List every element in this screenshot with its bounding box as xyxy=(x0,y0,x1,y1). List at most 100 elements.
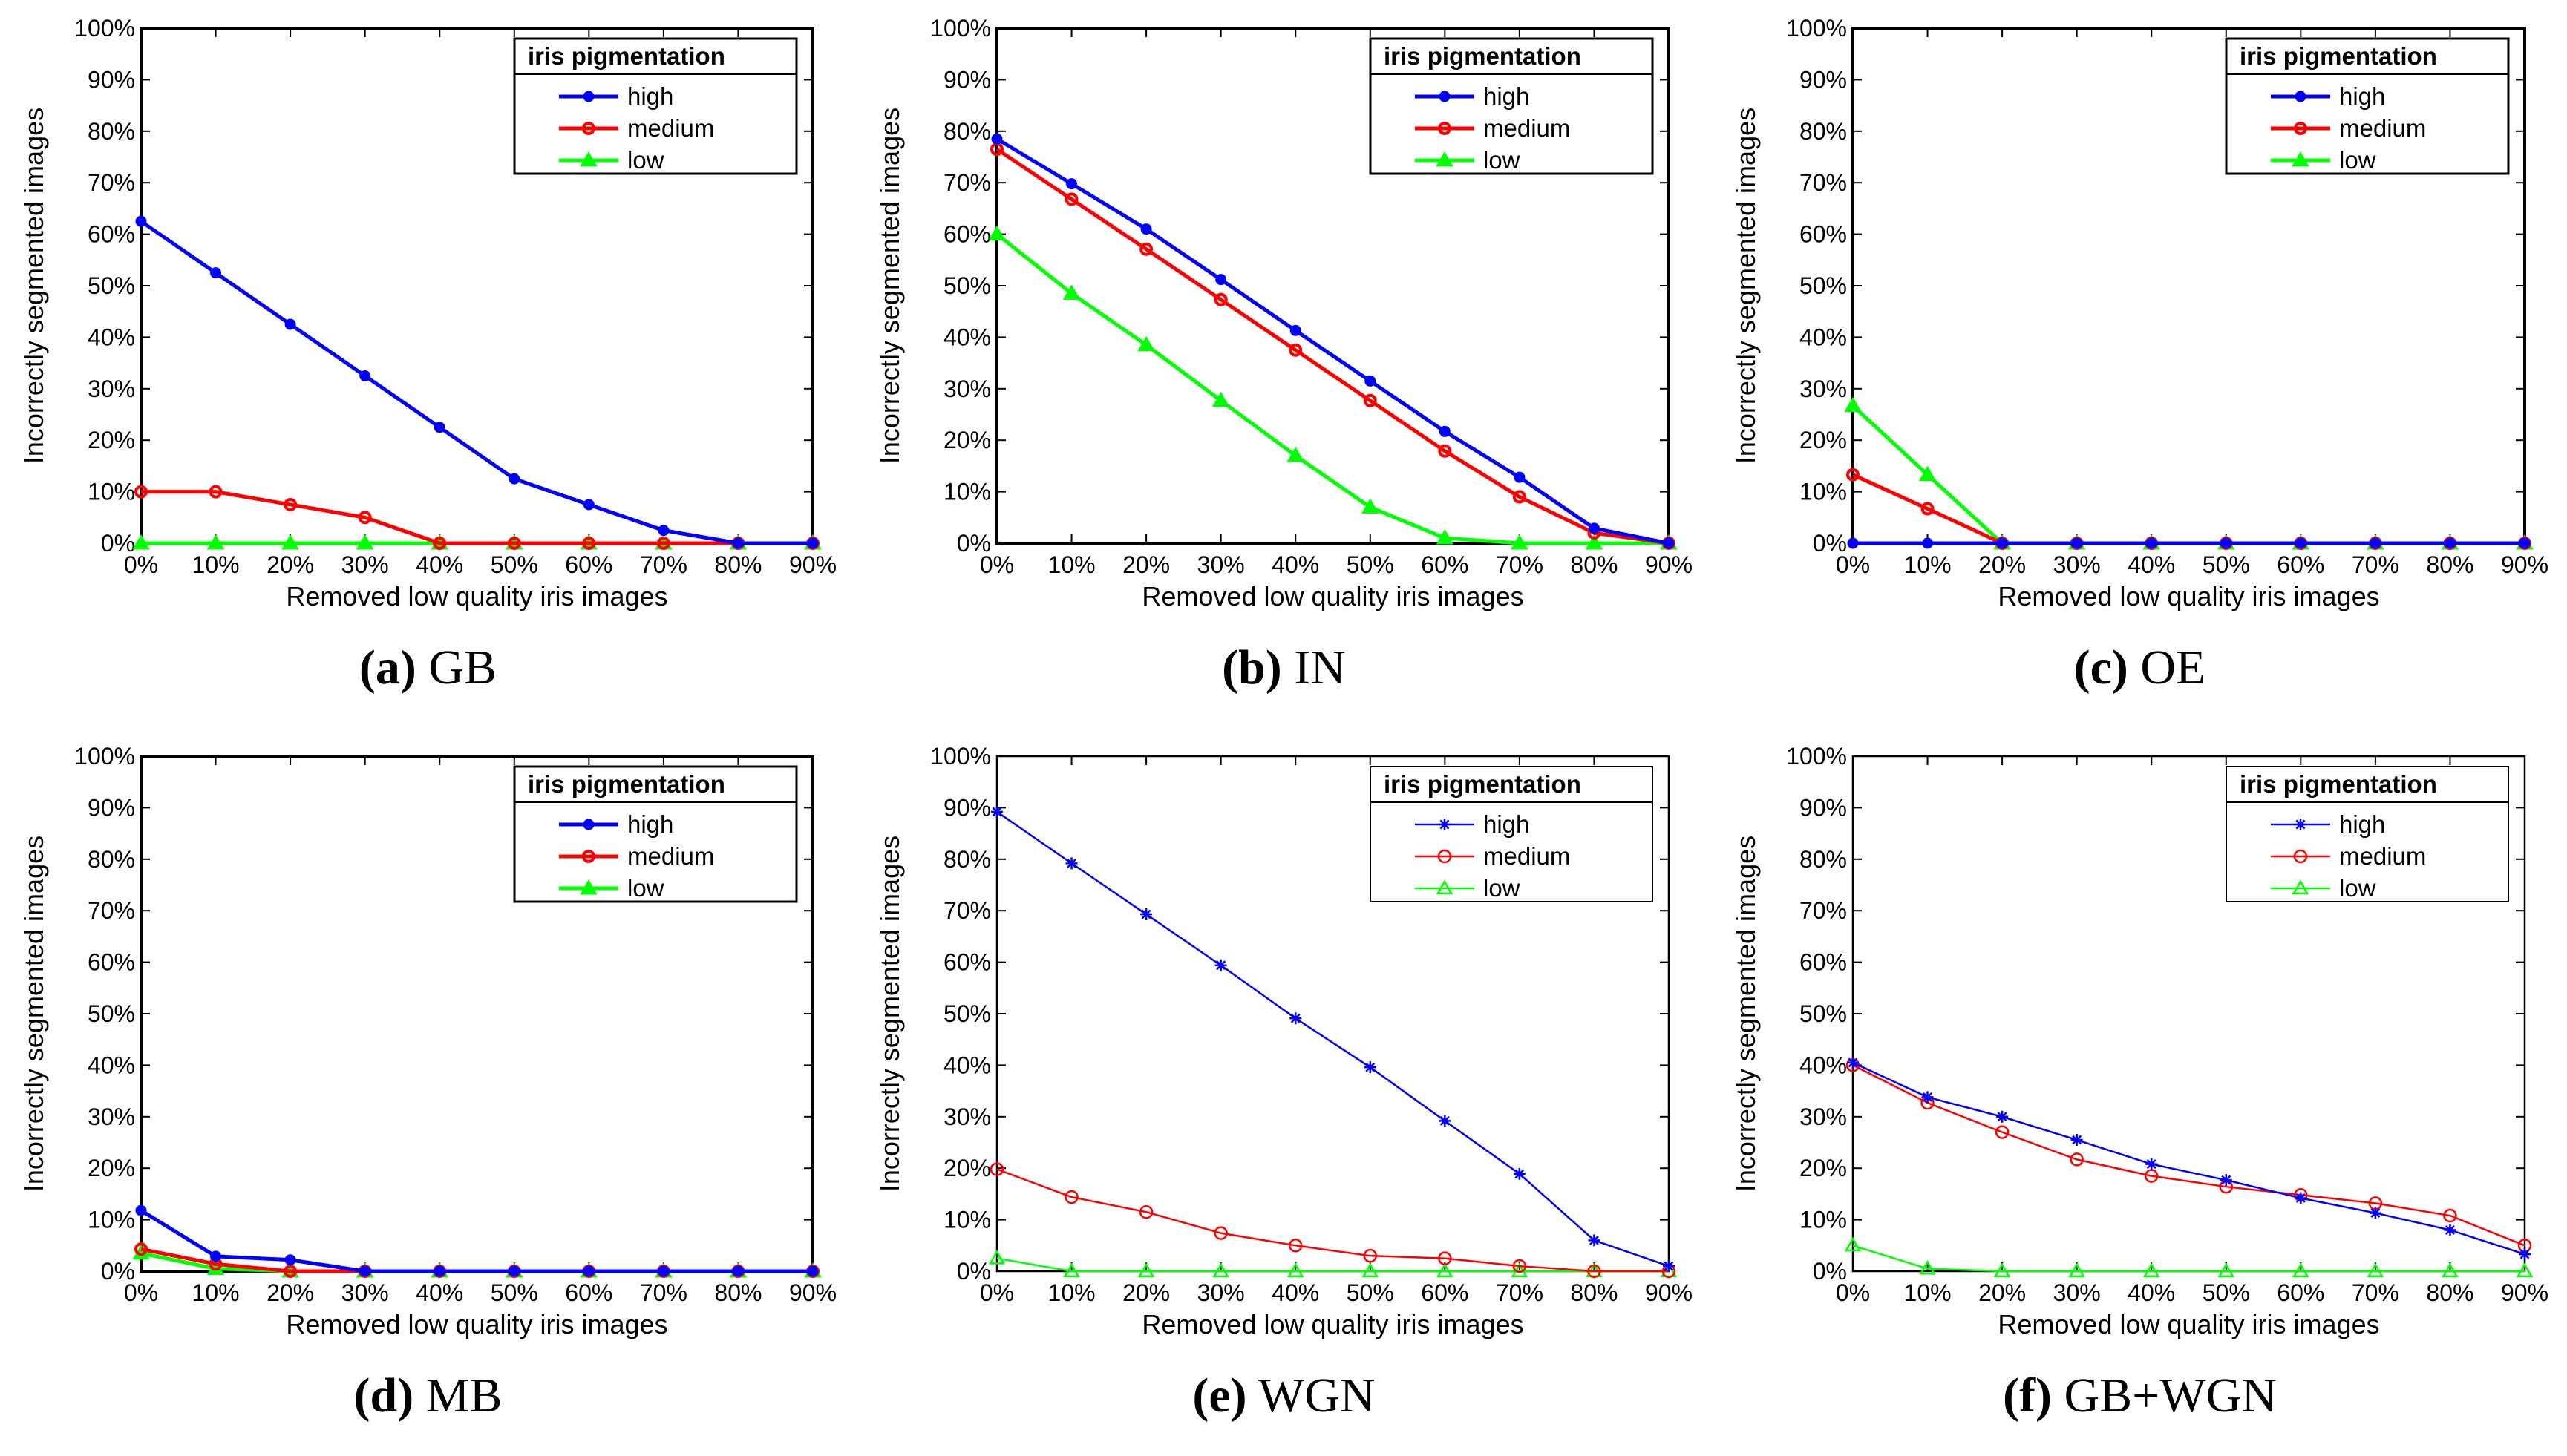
data-point-medium xyxy=(656,537,670,550)
data-point-high xyxy=(1996,1110,2009,1123)
data-point-high xyxy=(509,1265,520,1277)
legend-title: iris pigmentation xyxy=(2240,42,2437,70)
x-tick-label: 40% xyxy=(416,1279,463,1306)
data-point-medium xyxy=(1065,192,1079,206)
data-point-low xyxy=(1137,335,1155,352)
y-tick-label: 10% xyxy=(1799,1207,1847,1233)
data-point-medium xyxy=(284,1265,298,1278)
series-line-low xyxy=(1852,1245,2525,1273)
legend-label-medium: medium xyxy=(1483,842,1570,870)
data-point-high xyxy=(135,215,147,227)
x-tick-label: 80% xyxy=(2426,551,2473,578)
data-point-high xyxy=(991,805,1003,818)
x-tick-label: 30% xyxy=(1197,1279,1245,1306)
y-tick-label: 10% xyxy=(944,1207,991,1233)
legend-marker-low xyxy=(1436,879,1453,894)
data-point-high xyxy=(991,133,1003,145)
y-tick-label: 0% xyxy=(957,1258,991,1285)
legend-title: iris pigmentation xyxy=(528,42,725,70)
data-point-high xyxy=(2369,1207,2381,1219)
series-line-medium xyxy=(141,490,813,545)
series-line-medium xyxy=(995,148,1670,545)
data-point-high xyxy=(284,1254,296,1266)
legend-marker-low xyxy=(1436,151,1453,167)
data-point-high xyxy=(1214,959,1227,971)
y-tick-label: 0% xyxy=(957,530,991,557)
y-tick-label: 40% xyxy=(1799,324,1847,350)
x-tick-label: 10% xyxy=(192,1279,240,1306)
caption-text: MB xyxy=(425,1368,503,1423)
data-point-medium xyxy=(1846,468,1860,482)
legend-box xyxy=(1369,37,1654,175)
legend-label-low: low xyxy=(2339,146,2376,174)
data-point-medium xyxy=(1512,1259,1527,1273)
data-point-medium xyxy=(582,537,596,550)
x-tick-label: 60% xyxy=(2277,551,2324,578)
y-tick-label: 80% xyxy=(944,846,991,873)
y-tick-label: 90% xyxy=(1799,66,1847,93)
x-tick-label: 30% xyxy=(341,1279,389,1306)
data-point-high xyxy=(2519,537,2531,549)
y-tick-label: 70% xyxy=(1799,897,1847,924)
data-point-high xyxy=(2370,537,2381,549)
data-point-high xyxy=(807,1265,819,1277)
y-tick-label: 70% xyxy=(944,169,991,196)
x-tick-label: 40% xyxy=(2128,1279,2175,1306)
data-point-medium xyxy=(209,485,223,499)
y-tick-label: 20% xyxy=(1799,427,1847,453)
data-point-high xyxy=(1588,1234,1600,1247)
x-tick-label: 90% xyxy=(789,551,837,578)
y-tick-label: 10% xyxy=(1799,479,1847,505)
data-point-high xyxy=(1921,1091,1934,1104)
caption-letter: (d) xyxy=(353,1368,414,1423)
caption-text: GB xyxy=(428,640,497,695)
legend-label-low: low xyxy=(1483,146,1520,174)
legend-marker-high xyxy=(2295,819,2306,830)
data-point-low xyxy=(206,534,225,550)
data-point-high xyxy=(2070,1134,2083,1147)
data-point-high xyxy=(1588,522,1600,534)
data-point-high xyxy=(359,370,371,381)
chart-svg: 0% 10% 20% 30% 40% 50% 60% 70% 80% 90% 100% 0% 10% 20… xyxy=(19,15,837,611)
x-tick-label: 70% xyxy=(2352,551,2399,578)
data-point-high xyxy=(434,422,445,433)
data-point-high xyxy=(434,1265,445,1277)
data-point-medium xyxy=(1289,343,1303,357)
data-point-high xyxy=(2295,1192,2307,1204)
series-line-high xyxy=(1852,1061,2525,1256)
data-point-high xyxy=(2220,1174,2232,1187)
data-point-high xyxy=(1663,537,1675,549)
legend-marker-high xyxy=(583,819,595,830)
y-tick-label: 50% xyxy=(88,272,135,299)
x-tick-label: 70% xyxy=(2352,1279,2399,1306)
data-point-high xyxy=(210,1250,222,1262)
x-tick-label: 30% xyxy=(341,551,389,578)
caption-letter: (e) xyxy=(1192,1368,1247,1423)
y-tick-label: 80% xyxy=(88,846,135,873)
chart-caption: (b) IN xyxy=(856,640,1712,696)
x-tick-label: 20% xyxy=(266,1279,314,1306)
x-axis-label: Removed low quality iris images xyxy=(286,1309,667,1339)
y-tick-label: 100% xyxy=(930,743,991,770)
caption-letter: (c) xyxy=(2073,640,2128,695)
y-tick-label: 30% xyxy=(88,1104,135,1130)
legend-label-low: low xyxy=(627,874,664,902)
data-point-low xyxy=(2442,1262,2459,1277)
data-point-low xyxy=(1919,1260,1936,1275)
y-tick-label: 70% xyxy=(88,169,135,196)
y-tick-label: 100% xyxy=(1786,15,1847,42)
y-tick-label: 100% xyxy=(74,743,135,770)
caption-letter: (f) xyxy=(2003,1368,2052,1423)
legend-marker-high xyxy=(2295,91,2306,102)
x-tick-label: 60% xyxy=(565,1279,612,1306)
data-point-low xyxy=(988,225,1006,241)
y-axis-label: Incorrectly segmented images xyxy=(1730,108,1761,464)
y-tick-label: 40% xyxy=(1799,1052,1847,1078)
data-point-high xyxy=(658,525,670,537)
data-point-medium xyxy=(1139,1204,1154,1219)
data-point-high xyxy=(1439,1115,1451,1127)
x-tick-label: 40% xyxy=(416,551,463,578)
data-point-high xyxy=(2295,537,2306,549)
data-point-high xyxy=(583,499,595,511)
x-tick-label: 40% xyxy=(2128,551,2175,578)
